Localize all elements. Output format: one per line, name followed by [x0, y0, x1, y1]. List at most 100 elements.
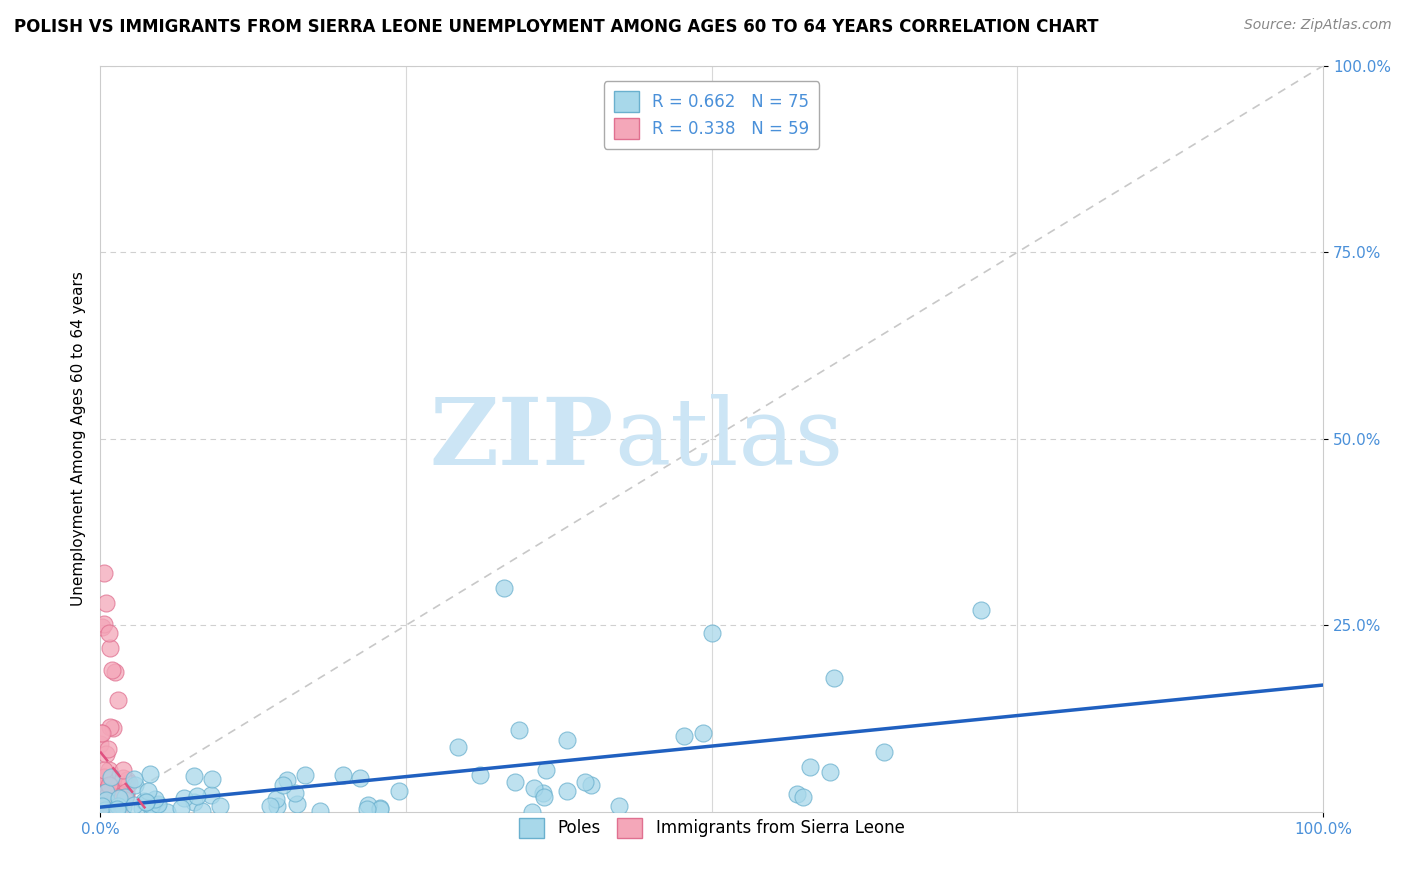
Point: [136, 784, 159, 798]
Point: [96, 789, 118, 803]
Point: [508, 723, 530, 738]
Point: [208, 798, 231, 813]
Point: [607, 799, 630, 814]
Point: [91, 798, 114, 813]
Point: [332, 768, 354, 782]
Text: POLISH VS IMMIGRANTS FROM SIERRA LEONE UNEMPLOYMENT AMONG AGES 60 TO 64 YEARS CO: POLISH VS IMMIGRANTS FROM SIERRA LEONE U…: [14, 18, 1098, 36]
Point: [89, 803, 111, 817]
Point: [349, 771, 371, 785]
Point: [93, 566, 115, 580]
Point: [173, 790, 195, 805]
Point: [285, 797, 308, 811]
Point: [97, 798, 120, 813]
Point: [94, 804, 117, 818]
Point: [141, 800, 163, 814]
Point: [96, 747, 118, 761]
Point: [111, 763, 134, 777]
Point: [183, 769, 205, 783]
Point: [259, 799, 281, 814]
Point: [90, 620, 112, 634]
Text: ZIP: ZIP: [430, 393, 614, 483]
Point: [97, 799, 120, 814]
Point: [143, 792, 166, 806]
Point: [266, 798, 288, 813]
Point: [96, 596, 118, 610]
Point: [105, 802, 128, 816]
Point: [98, 640, 121, 655]
Point: [90, 778, 112, 792]
Legend: Poles, Immigrants from Sierra Leone: Poles, Immigrants from Sierra Leone: [512, 811, 911, 845]
Point: [492, 581, 515, 595]
Point: [823, 671, 845, 685]
Point: [101, 795, 124, 809]
Point: [90, 726, 112, 740]
Point: [100, 804, 122, 818]
Point: [368, 802, 391, 816]
Point: [148, 797, 170, 811]
Point: [200, 789, 222, 803]
Point: [98, 772, 121, 787]
Point: [104, 783, 127, 797]
Point: [786, 787, 808, 801]
Point: [271, 778, 294, 792]
Point: [94, 802, 117, 816]
Point: [581, 778, 603, 792]
Point: [114, 789, 136, 804]
Point: [820, 765, 842, 780]
Point: [97, 625, 120, 640]
Point: [89, 737, 111, 751]
Point: [104, 665, 127, 679]
Point: [91, 803, 114, 817]
Point: [105, 790, 128, 805]
Point: [183, 796, 205, 810]
Point: [93, 803, 115, 817]
Point: [555, 732, 578, 747]
Point: [139, 797, 162, 812]
Point: [107, 789, 129, 804]
Point: [534, 763, 557, 777]
Point: [122, 797, 145, 812]
Point: [533, 786, 555, 800]
Point: [124, 778, 146, 792]
Point: [112, 799, 135, 814]
Point: [97, 794, 120, 808]
Point: [97, 778, 120, 792]
Point: [94, 793, 117, 807]
Point: [186, 789, 208, 803]
Point: [103, 788, 125, 802]
Point: [94, 803, 117, 817]
Y-axis label: Unemployment Among Ages 60 to 64 years: Unemployment Among Ages 60 to 64 years: [72, 271, 86, 607]
Point: [970, 603, 993, 617]
Point: [388, 784, 411, 798]
Point: [107, 786, 129, 800]
Point: [672, 729, 695, 743]
Point: [692, 726, 714, 740]
Point: [101, 663, 124, 677]
Point: [170, 801, 193, 815]
Point: [135, 795, 157, 809]
Point: [107, 798, 129, 813]
Point: [447, 740, 470, 755]
Point: [191, 804, 214, 818]
Point: [91, 786, 114, 800]
Point: [98, 795, 121, 809]
Point: [294, 768, 316, 782]
Point: [799, 760, 821, 774]
Text: Source: ZipAtlas.com: Source: ZipAtlas.com: [1244, 18, 1392, 32]
Point: [555, 783, 578, 797]
Point: [135, 795, 157, 809]
Point: [105, 791, 128, 805]
Point: [276, 772, 298, 787]
Point: [98, 763, 121, 777]
Point: [93, 764, 115, 778]
Point: [90, 786, 112, 800]
Point: [700, 625, 723, 640]
Point: [523, 780, 546, 795]
Point: [134, 794, 156, 808]
Point: [115, 773, 138, 788]
Point: [94, 799, 117, 814]
Point: [131, 800, 153, 814]
Point: [91, 802, 114, 816]
Point: [98, 720, 121, 734]
Point: [91, 797, 114, 812]
